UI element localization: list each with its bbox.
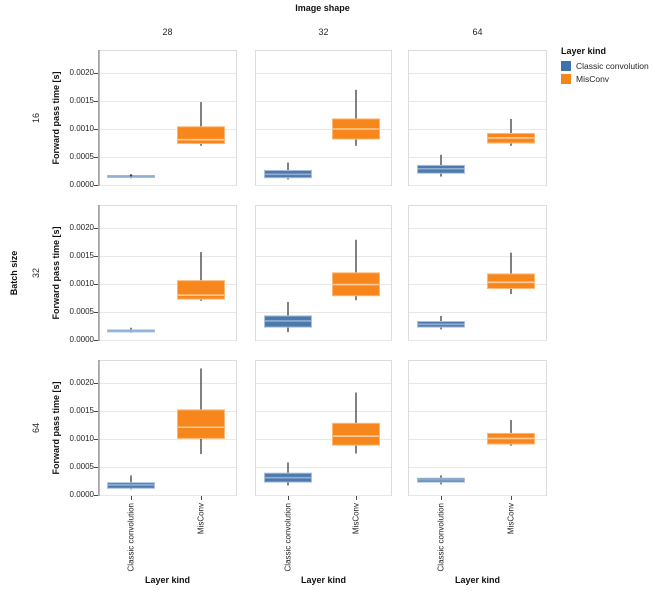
panel-background <box>408 360 547 496</box>
legend-item: Classic convolution <box>561 61 656 71</box>
y-tick-mark <box>94 129 98 130</box>
facet-row-label: 16 <box>31 112 41 124</box>
plot-title: Image shape <box>295 3 350 13</box>
y-tick-label: 0.0020 <box>69 68 94 77</box>
facet-row-label: 64 <box>31 422 41 434</box>
y-axis-title: Forward pass time [s] <box>51 381 61 475</box>
x-tick-mark <box>288 496 289 500</box>
y-tick-mark <box>94 101 98 102</box>
x-tick-label: MisConv <box>506 503 516 535</box>
boxplot-box <box>177 280 225 300</box>
row-axis-title: Batch size <box>9 250 19 296</box>
y-tick-mark <box>94 228 98 229</box>
boxplot-box <box>177 409 225 439</box>
y-tick-label: 0.0015 <box>69 406 94 415</box>
x-tick-label: Classic convolution <box>436 503 446 572</box>
x-tick-mark <box>441 496 442 500</box>
flier-point <box>129 174 133 177</box>
y-axis-title: Forward pass time [s] <box>51 71 61 165</box>
facet-panel <box>408 360 547 496</box>
y-tick-label: 0.0000 <box>69 490 94 499</box>
y-tick-label: 0.0005 <box>69 307 94 316</box>
panel-background <box>98 50 237 186</box>
x-tick-label: Classic convolution <box>283 503 293 572</box>
y-tick-mark <box>94 340 98 341</box>
boxplot-box <box>332 422 380 446</box>
y-tick-label: 0.0020 <box>69 378 94 387</box>
y-tick-mark <box>94 312 98 313</box>
y-tick-label: 0.0000 <box>69 180 94 189</box>
legend-title: Layer kind <box>561 46 607 56</box>
facet-panel <box>98 360 237 496</box>
y-tick-mark <box>94 383 98 384</box>
panel-background <box>408 205 547 341</box>
y-tick-label: 0.0005 <box>69 462 94 471</box>
x-tick-label: MisConv <box>196 503 206 535</box>
legend-item-label: MisConv <box>576 74 610 84</box>
boxplot-box <box>177 126 225 145</box>
legend-item: MisConv <box>561 74 656 84</box>
y-tick-mark <box>94 256 98 257</box>
y-tick-mark <box>94 185 98 186</box>
facet-row-label: 32 <box>31 267 41 279</box>
x-tick-label: MisConv <box>351 503 361 535</box>
y-tick-mark <box>94 284 98 285</box>
y-tick-mark <box>94 467 98 468</box>
boxplot-box <box>487 273 535 289</box>
y-tick-label: 0.0005 <box>69 152 94 161</box>
y-tick-label: 0.0020 <box>69 223 94 232</box>
x-tick-mark <box>511 496 512 500</box>
facet-panel <box>408 50 547 186</box>
facet-panel <box>255 205 392 341</box>
facet-panel <box>98 205 237 341</box>
x-axis-title: Layer kind <box>144 575 191 585</box>
facet-col-label: 64 <box>472 27 483 37</box>
y-tick-label: 0.0010 <box>69 434 94 443</box>
y-tick-mark <box>94 439 98 440</box>
facet-panel <box>98 50 237 186</box>
y-axis-title: Forward pass time [s] <box>51 226 61 320</box>
x-tick-mark <box>131 496 132 500</box>
facet-col-label: 32 <box>318 27 329 37</box>
x-axis-title: Layer kind <box>300 575 347 585</box>
y-tick-label: 0.0010 <box>69 279 94 288</box>
y-tick-label: 0.0015 <box>69 96 94 105</box>
panel-background <box>255 50 392 186</box>
legend-swatch-classic-convolution <box>561 61 571 71</box>
y-tick-label: 0.0015 <box>69 251 94 260</box>
panel-background <box>98 205 237 341</box>
y-tick-label: 0.0010 <box>69 124 94 133</box>
y-tick-mark <box>94 495 98 496</box>
legend-item-label: Classic convolution <box>576 61 649 71</box>
facet-panel <box>255 360 392 496</box>
y-tick-mark <box>94 411 98 412</box>
facet-panel <box>408 205 547 341</box>
x-tick-mark <box>356 496 357 500</box>
legend-swatch-misconv <box>561 74 571 84</box>
x-tick-mark <box>201 496 202 500</box>
facet-col-label: 28 <box>162 27 173 37</box>
x-tick-label: Classic convolution <box>126 503 136 572</box>
x-axis-title: Layer kind <box>454 575 501 585</box>
y-tick-mark <box>94 157 98 158</box>
legend: Layer kind Classic convolution MisConv <box>561 46 656 87</box>
facet-panel <box>255 50 392 186</box>
y-tick-mark <box>94 73 98 74</box>
y-tick-label: 0.0000 <box>69 335 94 344</box>
